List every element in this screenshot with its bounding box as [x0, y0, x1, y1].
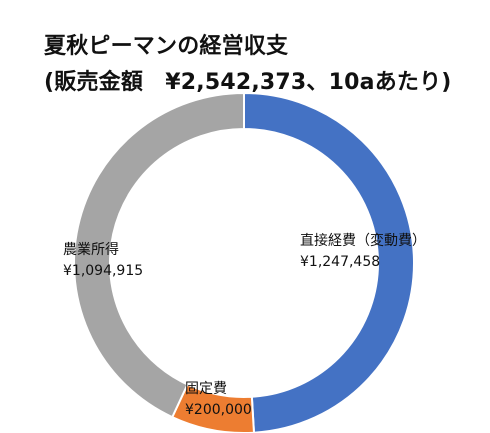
slice-label-fixed-cost: 固定費 — [185, 381, 227, 397]
chart-title: 夏秋ピーマンの経営収支 — [44, 34, 289, 59]
slice-label-direct-cost: 直接経費（変動費） — [300, 232, 426, 249]
chart-subtitle: (販売金額 ¥2,542,373、10aあたり) — [44, 70, 452, 95]
slice-label-farm-income: 農業所得 — [63, 241, 119, 258]
slice-value-farm-income: ¥1,094,915 — [63, 263, 143, 279]
slice-value-direct-cost: ¥1,247,458 — [300, 254, 380, 270]
donut-slice-direct-cost — [243, 91, 416, 433]
slice-value-fixed-cost: ¥200,000 — [185, 402, 252, 418]
donut-slice-farm-income — [73, 91, 245, 419]
